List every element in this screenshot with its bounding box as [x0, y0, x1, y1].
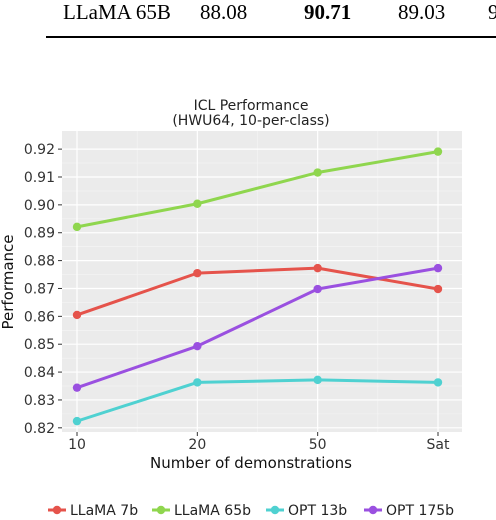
data-point: [313, 263, 322, 273]
y-tick-label: 0.85: [24, 337, 55, 353]
results-table-fragment: LLaMA 65B 88.08 90.71 89.03 9: [0, 0, 496, 44]
y-axis-ticks: 0.82 0.83 0.84 0.85 0.86 0.87 0.88 0.89 0.90 0.91…: [24, 142, 62, 437]
table-cell: 88.08: [200, 0, 248, 24]
legend-label: LLaMA 65b: [174, 503, 251, 519]
y-axis-label: Performance: [0, 234, 17, 329]
series-line: [76, 150, 439, 229]
x-tick-label: Sat: [427, 437, 450, 453]
data-point: [193, 341, 202, 351]
table-cell-best: 90.71: [304, 0, 352, 24]
data-point: [72, 222, 82, 232]
series-lines: [72, 147, 443, 426]
x-tick-label: 10: [68, 437, 86, 453]
x-tick-label: 20: [188, 437, 206, 453]
data-point: [193, 378, 202, 387]
x-tick-label: 50: [309, 437, 327, 453]
gridlines: [62, 131, 462, 432]
series-line: [76, 378, 439, 423]
data-point: [72, 416, 82, 426]
data-point: [193, 268, 202, 278]
y-tick-label: 0.82: [24, 421, 55, 437]
table-cell-model: LLaMA 65B: [63, 0, 171, 24]
table-cell: 89.03: [398, 0, 446, 24]
y-tick-label: 0.88: [24, 254, 55, 270]
legend-swatch-point: [52, 505, 62, 515]
legend-swatch-point: [156, 505, 166, 515]
data-point: [72, 310, 82, 320]
data-point: [433, 263, 443, 273]
table-bottom-rule: [46, 36, 496, 38]
legend-swatch-point: [368, 505, 378, 515]
series-line: [76, 266, 439, 390]
y-tick-label: 0.92: [24, 142, 55, 158]
data-point: [313, 168, 322, 177]
data-point: [433, 147, 443, 156]
table-row: LLaMA 65B 88.08 90.71 89.03 9: [0, 0, 496, 32]
legend-swatch-point: [270, 505, 280, 515]
data-point: [313, 375, 322, 385]
data-point: [433, 378, 443, 387]
y-tick-label: 0.84: [24, 365, 55, 381]
y-tick-label: 0.87: [24, 281, 55, 297]
x-axis-ticks: 10 20 50 Sat: [68, 432, 450, 453]
y-tick-label: 0.86: [24, 309, 55, 325]
y-tick-label: 0.83: [24, 393, 55, 409]
data-point: [72, 383, 82, 392]
chart-title: ICL Performance: [194, 98, 309, 114]
y-tick-label: 0.91: [24, 170, 55, 186]
y-tick-label: 0.90: [24, 198, 55, 214]
legend-label: LLaMA 7b: [70, 503, 138, 519]
legend-label: OPT 175b: [386, 503, 454, 519]
y-tick-label: 0.89: [24, 226, 55, 242]
data-point: [193, 199, 202, 208]
table-cell-cut: 9: [488, 0, 496, 24]
legend-label: OPT 13b: [288, 503, 347, 519]
chart-subtitle: (HWU64, 10-per-class): [172, 113, 329, 129]
legend: LLaMA 7b LLaMA 65b OPT 13b OPT 175b: [48, 503, 454, 519]
data-point: [313, 284, 322, 294]
data-point: [433, 284, 443, 294]
x-axis-label: Number of demonstrations: [150, 454, 352, 472]
